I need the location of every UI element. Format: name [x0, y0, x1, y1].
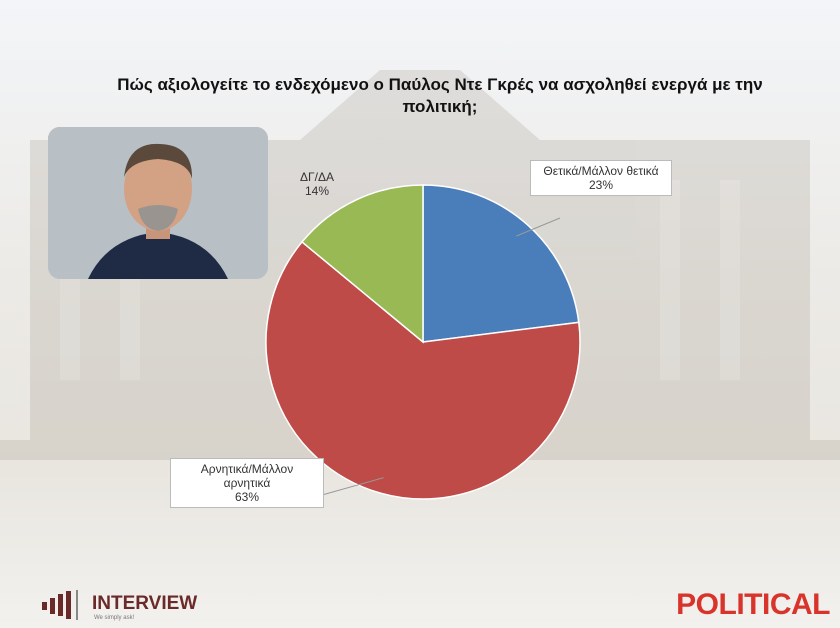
leader-line [516, 217, 561, 237]
category-label: Θετικά/Μάλλον θετικά [543, 164, 659, 178]
category-label: ΔΓ/ΔΑ [300, 170, 334, 184]
leader-line [321, 477, 384, 496]
logo-tagline: We simply ask! [94, 615, 135, 621]
logo-right: POLITICAL [676, 588, 830, 621]
data-label: ΔΓ/ΔΑ 14% [292, 170, 342, 198]
logo-icon [42, 590, 78, 620]
portrait-photo [48, 127, 268, 279]
value-label: 23% [588, 178, 614, 192]
data-label: Θετικά/Μάλλον θετικά 23% [530, 160, 672, 196]
chart-title: Πώς αξιολογείτε το ενδεχόμενο ο Παύλος Ν… [117, 75, 763, 116]
category-label: Αρνητικά/Μάλλον αρνητικά [200, 462, 294, 490]
pie-slice [422, 184, 580, 343]
pie-slice [265, 240, 581, 500]
pie-slice [300, 184, 424, 344]
value-label: 14% [304, 184, 330, 198]
value-label: 63% [234, 490, 260, 504]
data-label: Αρνητικά/Μάλλον αρνητικά 63% [170, 458, 324, 508]
logo-left: INTERVIEW [92, 593, 198, 614]
